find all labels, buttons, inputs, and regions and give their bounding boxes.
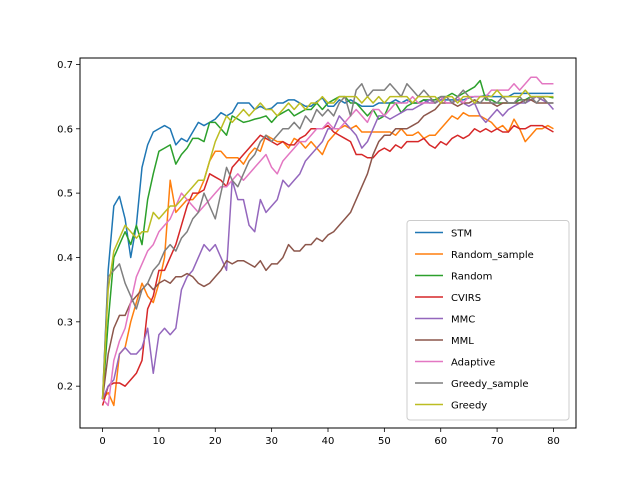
x-axis-ticks: 0 10 20 30 40 50 60 70 80 bbox=[99, 428, 560, 447]
x-tick-label: 10 bbox=[153, 436, 166, 447]
x-tick-label: 50 bbox=[378, 436, 391, 447]
y-axis-ticks: 0.2 0.3 0.4 0.5 0.6 0.7 bbox=[57, 60, 80, 393]
series-line-cvirs bbox=[101, 124, 554, 406]
x-tick-label: 40 bbox=[322, 436, 335, 447]
series-line-mml bbox=[101, 99, 554, 400]
legend-label: MMC bbox=[451, 315, 475, 326]
legend-label: Greedy_sample bbox=[451, 379, 529, 390]
series-line-greedy-sample bbox=[101, 82, 554, 400]
x-tick-label: 20 bbox=[209, 436, 222, 447]
x-tick-label: 30 bbox=[265, 436, 278, 447]
legend-label: Random bbox=[451, 272, 492, 283]
y-tick-label: 0.3 bbox=[57, 317, 73, 328]
legend: STM Random_sample Random CVIRS MMC MML Adaptiv… bbox=[406, 220, 570, 421]
plot-lines bbox=[101, 76, 555, 407]
y-tick-label: 0.4 bbox=[57, 253, 73, 264]
legend-box bbox=[406, 220, 570, 421]
series-line-greedy bbox=[101, 89, 554, 400]
legend-label: Greedy bbox=[451, 401, 487, 412]
y-tick-label: 0.2 bbox=[57, 382, 73, 393]
y-tick-label: 0.7 bbox=[57, 60, 73, 71]
legend-label: STM bbox=[451, 229, 472, 240]
legend-label: CVIRS bbox=[451, 293, 481, 304]
legend-label: Random_sample bbox=[451, 250, 534, 261]
x-tick-label: 70 bbox=[491, 436, 504, 447]
y-tick-label: 0.5 bbox=[57, 189, 73, 200]
x-tick-label: 0 bbox=[99, 436, 105, 447]
series-line-random-sample bbox=[101, 111, 554, 407]
series-line-mmc bbox=[101, 95, 555, 400]
legend-label: MML bbox=[451, 336, 474, 347]
x-tick-label: 80 bbox=[547, 436, 560, 447]
series-line-adaptive bbox=[101, 76, 554, 407]
x-tick-label: 60 bbox=[434, 436, 447, 447]
y-tick-label: 0.6 bbox=[57, 124, 73, 135]
legend-label: Adaptive bbox=[451, 358, 495, 369]
